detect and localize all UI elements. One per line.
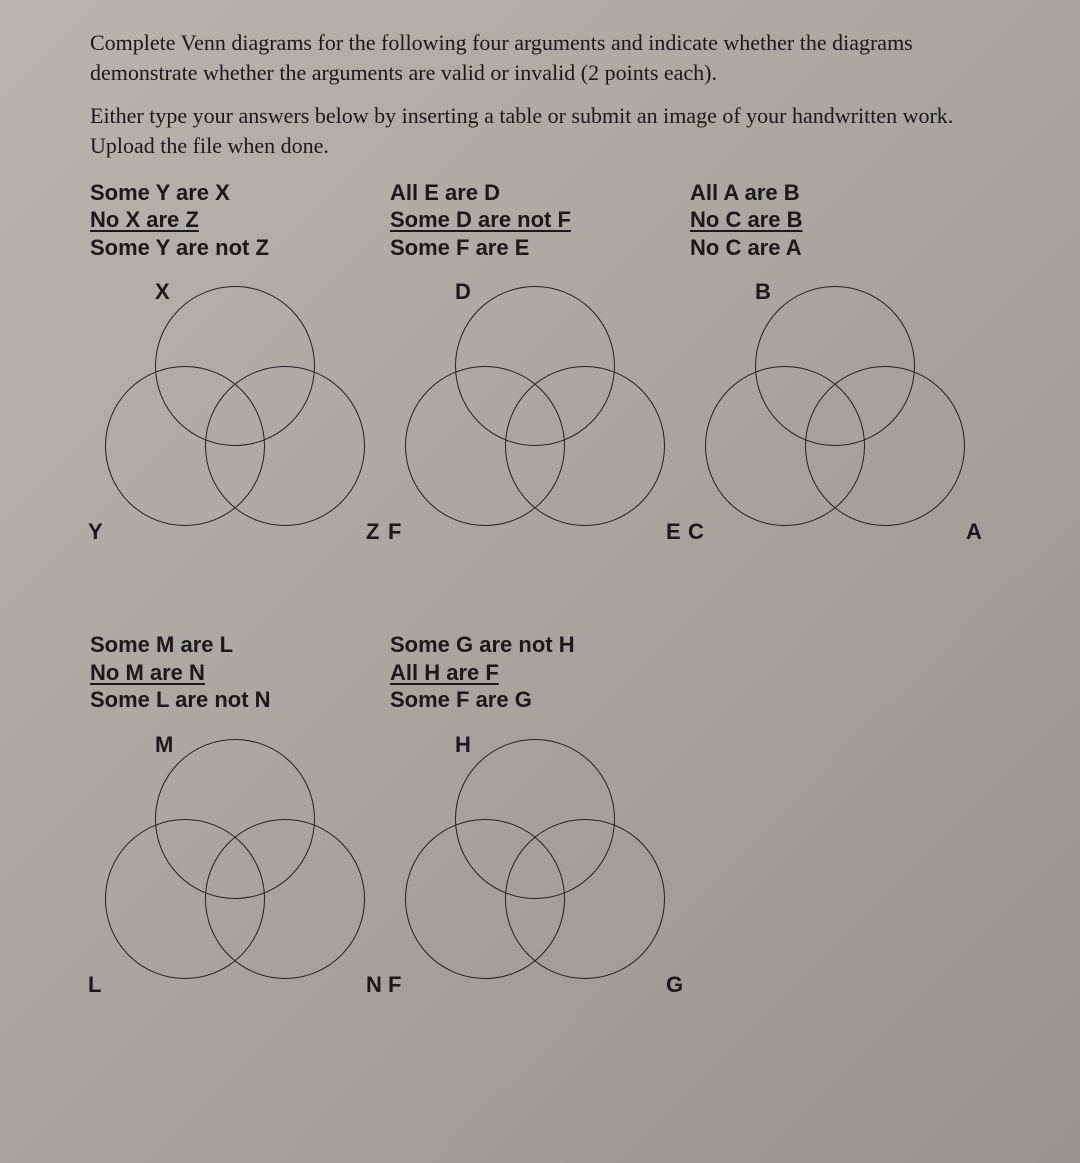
venn-diagram: M L N <box>90 734 380 1024</box>
venn-circle-right <box>205 366 365 526</box>
venn-label-left: Y <box>88 519 103 545</box>
argument-block: All A are B No C are B No C are A B C A <box>690 179 990 572</box>
premises: Some G are not H All H are F Some F are … <box>390 631 690 714</box>
venn-label-top: B <box>755 279 771 305</box>
premise-1: All E are D <box>390 179 690 207</box>
venn-label-top: X <box>155 279 170 305</box>
arguments-grid: Some Y are X No X are Z Some Y are not Z… <box>90 179 990 1024</box>
venn-label-left: C <box>688 519 704 545</box>
premises: All A are B No C are B No C are A <box>690 179 990 262</box>
argument-block: All E are D Some D are not F Some F are … <box>390 179 690 572</box>
argument-block: Some M are L No M are N Some L are not N… <box>90 631 390 1024</box>
venn-label-right: G <box>666 972 683 998</box>
premise-2: All H are F <box>390 659 690 687</box>
venn-label-right: A <box>966 519 982 545</box>
venn-label-right: Z <box>366 519 379 545</box>
premises: Some M are L No M are N Some L are not N <box>90 631 390 714</box>
venn-circle-right <box>505 819 665 979</box>
conclusion: Some F are E <box>390 234 690 262</box>
premise-1: All A are B <box>690 179 990 207</box>
conclusion: Some L are not N <box>90 686 390 714</box>
premise-1: Some G are not H <box>390 631 690 659</box>
premises: Some Y are X No X are Z Some Y are not Z <box>90 179 390 262</box>
premise-1: Some Y are X <box>90 179 390 207</box>
premise-2: Some D are not F <box>390 206 690 234</box>
venn-diagram: D F E <box>390 281 680 571</box>
instruction-line-2: Either type your answers below by insert… <box>90 101 990 160</box>
conclusion: Some Y are not Z <box>90 234 390 262</box>
venn-circle-right <box>805 366 965 526</box>
venn-label-top: H <box>455 732 471 758</box>
venn-label-left: F <box>388 972 401 998</box>
conclusion: No C are A <box>690 234 990 262</box>
premise-2: No M are N <box>90 659 390 687</box>
venn-label-top: M <box>155 732 173 758</box>
venn-label-right: E <box>666 519 681 545</box>
venn-diagram: H F G <box>390 734 680 1024</box>
instructions-block: Complete Venn diagrams for the following… <box>90 28 990 161</box>
venn-label-right: N <box>366 972 382 998</box>
premise-2: No X are Z <box>90 206 390 234</box>
argument-block: Some Y are X No X are Z Some Y are not Z… <box>90 179 390 572</box>
venn-label-top: D <box>455 279 471 305</box>
venn-label-left: F <box>388 519 401 545</box>
premise-1: Some M are L <box>90 631 390 659</box>
venn-circle-right <box>505 366 665 526</box>
argument-block: Some G are not H All H are F Some F are … <box>390 631 690 1024</box>
venn-diagram: B C A <box>690 281 980 571</box>
venn-label-left: L <box>88 972 101 998</box>
worksheet-page: Complete Venn diagrams for the following… <box>0 0 1080 1163</box>
premises: All E are D Some D are not F Some F are … <box>390 179 690 262</box>
venn-diagram: X Y Z <box>90 281 380 571</box>
venn-circle-right <box>205 819 365 979</box>
conclusion: Some F are G <box>390 686 690 714</box>
premise-2: No C are B <box>690 206 990 234</box>
instruction-line-1: Complete Venn diagrams for the following… <box>90 28 990 87</box>
